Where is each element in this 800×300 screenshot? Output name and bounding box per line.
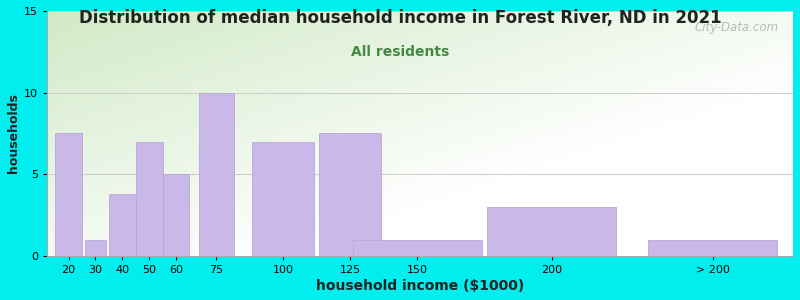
Bar <box>136 142 162 256</box>
Bar <box>55 134 82 256</box>
X-axis label: household income ($1000): household income ($1000) <box>316 279 524 293</box>
Y-axis label: households: households <box>7 94 20 173</box>
Text: City-Data.com: City-Data.com <box>694 21 778 34</box>
Bar <box>648 239 777 256</box>
Bar <box>487 207 616 256</box>
Bar <box>162 174 190 256</box>
Bar <box>253 142 314 256</box>
Bar <box>319 134 381 256</box>
Bar <box>198 93 234 256</box>
Bar <box>109 194 136 256</box>
Bar <box>353 239 482 256</box>
Text: All residents: All residents <box>351 45 449 59</box>
Text: Distribution of median household income in Forest River, ND in 2021: Distribution of median household income … <box>78 9 722 27</box>
Bar <box>85 239 106 256</box>
